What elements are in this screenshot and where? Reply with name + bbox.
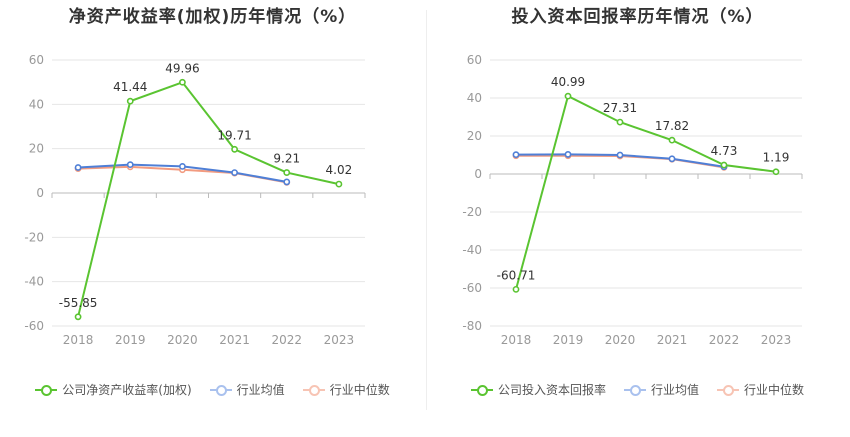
data-label: 1.19	[763, 151, 790, 165]
data-point-industry_avg	[616, 151, 624, 159]
x-tick-label: 2023	[324, 333, 355, 347]
y-tick-label: -60	[462, 281, 482, 295]
y-tick-label: -40	[24, 275, 44, 289]
y-tick-label: -20	[24, 230, 44, 244]
data-label: 41.44	[113, 80, 147, 94]
data-point-industry_avg	[564, 151, 572, 158]
legend-item-company[interactable]: 公司净资产收益率(加权)	[35, 381, 192, 398]
data-point-company	[126, 97, 134, 105]
y-tick-label: 40	[467, 91, 482, 105]
series-line-company	[77, 81, 340, 318]
legend-marker-icon	[717, 384, 739, 396]
data-label: 17.82	[655, 119, 689, 133]
data-point-company	[179, 78, 186, 86]
data-label: 4.73	[711, 144, 738, 158]
x-tick-label: 2018	[63, 333, 94, 347]
y-tick-label: 40	[29, 97, 44, 111]
x-tick-label: 2019	[553, 333, 584, 347]
data-point-company	[512, 285, 520, 293]
legend-marker-icon	[209, 384, 232, 396]
x-tick-label: 2021	[657, 333, 688, 347]
x-tick-label: 2020	[605, 333, 636, 347]
x-tick-label: 2019	[115, 333, 146, 347]
data-point-industry_avg	[74, 164, 82, 171]
roe-chart-panel: 净资产收益率(加权)历年情况（%） -60 -40 -20 0 20 40 60 2018 20…	[0, 7, 425, 398]
data-label: 27.31	[603, 101, 637, 115]
data-label: 19.71	[217, 128, 251, 142]
chart-legend: 公司净资产收益率(加权) 行业均值 行业中位数	[0, 381, 425, 398]
data-label: 4.02	[326, 163, 353, 177]
x-tick-label: 2020	[167, 333, 198, 347]
data-point-company	[772, 168, 780, 176]
data-point-industry_avg	[668, 155, 676, 163]
chart-title: 投入资本回报率历年情况（%）	[511, 7, 764, 27]
panel-divider	[426, 10, 427, 410]
legend-marker-icon	[623, 384, 646, 396]
y-tick-label: 0	[474, 167, 482, 181]
legend-label: 行业均值	[650, 383, 699, 397]
legend-label: 行业均值	[236, 383, 285, 397]
y-tick-label: -20	[462, 205, 482, 219]
data-label: 49.96	[165, 61, 199, 75]
data-point-company	[720, 161, 728, 169]
legend-item-industry-median[interactable]: 行业中位数	[302, 381, 390, 398]
legend-item-industry-median[interactable]: 行业中位数	[717, 381, 804, 398]
data-point-company	[335, 180, 343, 188]
y-tick-label: -80	[462, 319, 482, 333]
y-tick-label: -60	[24, 319, 44, 333]
x-tick-label: 2023	[761, 333, 792, 347]
legend-label: 行业中位数	[329, 383, 390, 397]
legend-item-industry-avg[interactable]: 行业均值	[623, 381, 699, 398]
data-point-company	[616, 118, 624, 126]
data-point-company	[668, 136, 676, 144]
legend-label: 公司投入资本回报率	[497, 383, 606, 397]
data-point-company	[74, 313, 82, 321]
x-tick-label: 2018	[501, 333, 532, 347]
roic-chart-plot: -80 -60 -40 -20 0 20 40 60 2018 2019 2020 2021 2022 2…	[462, 53, 803, 347]
y-tick-label: -40	[462, 243, 482, 257]
data-point-company	[564, 92, 572, 100]
legend-marker-icon	[470, 384, 493, 396]
data-point-industry_avg	[512, 151, 520, 159]
legend-label: 行业中位数	[744, 383, 805, 397]
legend-label: 公司净资产收益率(加权)	[62, 383, 192, 397]
data-label: -55.85	[59, 296, 98, 310]
legend-item-industry-avg[interactable]: 行业均值	[209, 381, 285, 398]
chart-legend: 公司投入资本回报率 行业均值 行业中位数	[425, 381, 850, 398]
x-tick-label: 2022	[271, 333, 302, 347]
x-tick-label: 2021	[219, 333, 250, 347]
x-tick-label: 2022	[709, 333, 740, 347]
y-tick-label: 0	[36, 186, 44, 200]
legend-item-company[interactable]: 公司投入资本回报率	[470, 381, 606, 398]
data-point-industry_avg	[179, 162, 186, 170]
series-line-company	[515, 94, 777, 290]
data-point-industry_avg	[283, 178, 291, 186]
data-point-industry_avg	[126, 161, 134, 169]
roic-chart-panel: 投入资本回报率历年情况（%） -80 -60 -40 -20 0 20 40 60 2018 20…	[425, 0, 850, 437]
data-label: -60.71	[497, 268, 536, 282]
data-point-industry_avg	[231, 169, 238, 177]
legend-marker-icon	[302, 384, 325, 396]
y-tick-label: 20	[29, 142, 44, 156]
y-tick-label: 20	[467, 129, 482, 143]
data-label: 9.21	[273, 152, 300, 166]
data-point-company	[283, 169, 291, 176]
roe-chart-plot: -60 -40 -20 0 20 40 60 2018 2019 2020 2021 2022 2023…	[24, 53, 366, 347]
y-tick-label: 60	[29, 53, 44, 67]
legend-marker-icon	[35, 384, 58, 396]
y-tick-label: 60	[467, 53, 482, 67]
data-label: 40.99	[551, 75, 585, 89]
data-point-company	[231, 145, 238, 153]
chart-title: 净资产收益率(加权)历年情况（%）	[68, 7, 357, 27]
